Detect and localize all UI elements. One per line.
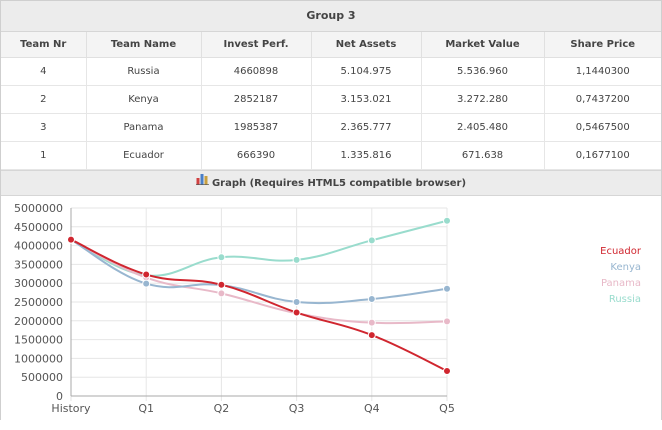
data-point-kenya [292, 298, 301, 306]
legend-item-ecuador: Ecuador [600, 246, 642, 257]
table-cell: 1.335.816 [310, 141, 422, 170]
data-point-ecuador [443, 366, 451, 375]
table-cell: 2 [1, 85, 87, 114]
table-cell: 0,7437200 [543, 85, 661, 114]
table-row: 4 Russia 4660898 5.104.975 5.536.960 1,1… [1, 57, 661, 86]
table-cell: 2852187 [200, 85, 312, 114]
results-table: Team Nr Team Name Invest Perf. Net Asset… [1, 32, 661, 170]
table-cell: 5.536.960 [420, 57, 545, 86]
x-tick-label: History [51, 402, 91, 415]
y-tick-label: 0 [56, 390, 63, 403]
y-tick-label: 1000000 [14, 352, 63, 365]
y-tick-label: 5000000 [14, 202, 63, 215]
table-cell: 3.153.021 [310, 85, 422, 114]
series-line-ecuador [70, 238, 448, 372]
x-tick-label: Q5 [439, 402, 455, 415]
column-header-net-assets: Net Assets [310, 32, 422, 58]
graph-header: Graph (Requires HTML5 compatible browser… [1, 170, 661, 196]
data-point-kenya [443, 284, 451, 293]
data-point-russia [443, 216, 451, 225]
table-cell: 2.405.480 [420, 113, 545, 142]
table-cell: 3 [1, 113, 87, 142]
data-point-ecuador [217, 280, 226, 289]
table-cell: 666390 [200, 141, 312, 170]
y-tick-label: 1500000 [14, 334, 63, 347]
table-header-row: Team Nr Team Name Invest Perf. Net Asset… [1, 32, 661, 58]
x-tick-label: Q4 [364, 402, 380, 415]
column-header-market-value: Market Value [420, 32, 545, 58]
y-tick-label: 4500000 [14, 221, 63, 234]
graph-title: Graph (Requires HTML5 compatible browser… [211, 178, 467, 189]
column-header-team-name: Team Name [85, 32, 202, 58]
table-cell: 5.104.975 [310, 57, 422, 86]
table-cell: Kenya [85, 85, 202, 114]
data-point-russia [217, 253, 226, 262]
bar-chart-icon [195, 171, 209, 195]
x-tick-label: Q1 [138, 402, 154, 415]
x-tick-label: Q3 [289, 402, 305, 415]
table-row: 3 Panama 1985387 2.365.777 2.405.480 0,5… [1, 113, 661, 142]
x-tick-label: Q2 [214, 402, 230, 415]
column-header-share-price: Share Price [543, 32, 661, 58]
y-tick-label: 3500000 [14, 258, 63, 271]
data-point-panama [367, 318, 376, 327]
table-cell: Russia [85, 57, 202, 86]
y-tick-label: 2000000 [14, 315, 63, 328]
data-point-ecuador [367, 331, 376, 340]
y-tick-label: 500000 [21, 371, 63, 384]
column-header-invest-perf: Invest Perf. [200, 32, 312, 58]
table-cell: 0,1677100 [543, 141, 661, 170]
data-point-russia [367, 236, 376, 245]
legend-item-russia: Russia [609, 294, 641, 305]
table-cell: 0,5467500 [543, 113, 661, 142]
table-cell: 4660898 [200, 57, 312, 86]
data-point-kenya [367, 294, 376, 303]
series-line-kenya [70, 238, 448, 305]
series-line-panama [70, 238, 448, 325]
table-cell: 3.272.280 [420, 85, 545, 114]
table-cell: 1,1440300 [543, 57, 661, 86]
group-title: Group 3 [1, 1, 661, 32]
data-point-panama [443, 317, 451, 326]
data-point-panama [217, 289, 226, 298]
chart-canvas: 0 500000 1000000 1500000 2000000 2500000 30000… [14, 202, 642, 415]
y-tick-label: 4000000 [14, 240, 63, 253]
legend-item-panama: Panama [601, 278, 641, 289]
data-point-ecuador [142, 270, 151, 279]
table-cell: Ecuador [85, 141, 202, 170]
table-cell: Panama [85, 113, 202, 142]
legend-item-kenya: Kenya [610, 262, 641, 273]
table-cell: 2.365.777 [310, 113, 422, 142]
data-point-kenya [142, 279, 151, 288]
column-header-team-nr: Team Nr [1, 32, 87, 58]
data-point-ecuador [292, 308, 301, 317]
y-tick-label: 3000000 [14, 277, 63, 290]
table-cell: 1 [1, 141, 87, 170]
table-cell: 671.638 [420, 141, 545, 170]
data-point-russia [292, 255, 301, 264]
table-cell: 1985387 [200, 113, 312, 142]
y-tick-label: 2500000 [14, 296, 63, 309]
table-row: 2 Kenya 2852187 3.153.021 3.272.280 0,74… [1, 85, 661, 114]
data-point-ecuador [67, 235, 75, 244]
line-chart: 0 500000 1000000 1500000 2000000 2500000 30000… [1, 196, 661, 426]
table-cell: 4 [1, 57, 87, 86]
group-panel: Group 3 Team Nr Team Name Invest Perf. N… [0, 0, 662, 420]
table-row: 1 Ecuador 666390 1.335.816 671.638 0,167… [1, 141, 661, 170]
